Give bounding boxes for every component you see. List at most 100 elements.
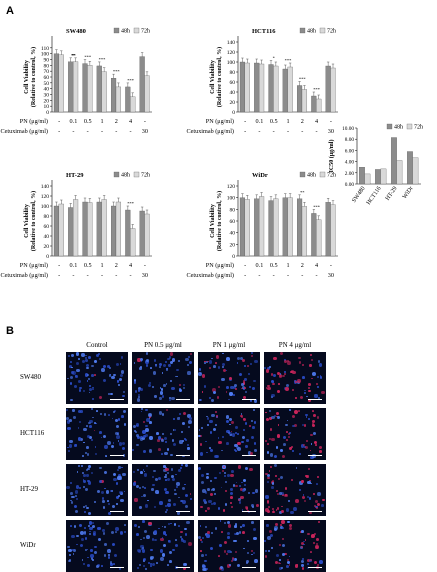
cell-nucleus (93, 429, 96, 432)
cell-nucleus (252, 409, 255, 411)
cell-nucleus (72, 409, 75, 412)
significance-mark: *** (299, 77, 307, 82)
cell-nucleus (85, 357, 87, 360)
cell-nucleus (82, 472, 85, 475)
cell-nucleus (246, 439, 249, 442)
cell-nucleus (145, 360, 149, 364)
cell-nucleus (84, 354, 87, 357)
cell-nucleus (241, 387, 243, 390)
cell-nucleus (171, 438, 175, 442)
scale-bar (110, 567, 124, 568)
scale-bar (242, 567, 256, 568)
cell-nucleus (265, 369, 270, 373)
cell-nucleus (94, 360, 97, 364)
cell-nucleus (121, 441, 126, 446)
cell-nucleus (86, 469, 89, 472)
bar-48h-3 (96, 65, 102, 113)
category-label-cetuximab: - (87, 272, 89, 279)
cell-nucleus (279, 352, 283, 356)
cell-nucleus (264, 550, 267, 553)
cell-nucleus (145, 427, 149, 432)
cell-nucleus (169, 361, 173, 365)
cell-nucleus (152, 371, 157, 375)
cell-nucleus (281, 538, 284, 541)
cell-nucleus (179, 440, 183, 444)
cell-nucleus (114, 531, 117, 534)
cell-nucleus (232, 484, 235, 487)
cell-nucleus (148, 415, 151, 418)
cell-nucleus (70, 501, 74, 504)
cell-nucleus (113, 374, 116, 377)
cell-nucleus (121, 415, 125, 418)
category-label-pn: 4 (315, 118, 318, 125)
cell-nucleus (185, 493, 189, 498)
cell-nucleus (269, 428, 273, 431)
cell-nucleus (315, 444, 317, 446)
cell-nucleus (200, 452, 204, 456)
cell-nucleus (136, 398, 141, 402)
microscopy-image (66, 464, 128, 516)
cell-nucleus (89, 388, 93, 392)
cell-nucleus (111, 504, 115, 508)
cell-nucleus (70, 398, 73, 402)
cell-nucleus (140, 435, 143, 439)
cell-nucleus (221, 377, 225, 381)
scale-bar (110, 455, 124, 456)
cell-nucleus (217, 437, 220, 439)
cell-nucleus (222, 352, 224, 355)
cell-nucleus (226, 532, 230, 536)
cell-nucleus (156, 431, 160, 435)
cell-nucleus (242, 380, 245, 383)
cell-nucleus (281, 520, 285, 524)
cell-nucleus (142, 450, 146, 454)
microscopy-image (66, 408, 128, 460)
bar-72h-1 (72, 199, 79, 257)
y-axis-label-units: (Relative to control, %) (30, 47, 37, 107)
cell-nucleus (267, 510, 270, 514)
cell-nucleus (151, 488, 154, 492)
cell-nucleus (215, 355, 220, 359)
cell-nucleus (242, 530, 246, 534)
cell-nucleus (267, 549, 270, 553)
cell-nucleus (105, 522, 110, 526)
cell-nucleus (268, 469, 271, 472)
cell-nucleus (100, 564, 103, 567)
cell-nucleus (83, 531, 87, 534)
bar-48h-6 (139, 56, 145, 113)
cell-nucleus (133, 381, 137, 385)
cell-nucleus (87, 377, 91, 381)
cell-nucleus (250, 452, 253, 456)
cell-nucleus (149, 421, 152, 425)
cell-nucleus (317, 360, 321, 364)
cell-nucleus (182, 412, 187, 416)
microscopy-column-label: PN 1 μg/ml (212, 341, 246, 349)
cell-nucleus (100, 479, 104, 484)
cell-nucleus (235, 481, 238, 484)
cell-nucleus (267, 505, 271, 509)
category-label-cetuximab: - (287, 272, 289, 279)
cell-nucleus (150, 367, 152, 369)
cell-nucleus (270, 373, 274, 376)
y-tick-label: 20 (230, 242, 236, 248)
cell-nucleus (250, 503, 254, 507)
cell-nucleus (74, 490, 79, 494)
cell-nucleus (183, 383, 186, 387)
cell-nucleus (204, 559, 207, 562)
cell-nucleus (224, 503, 227, 506)
cell-nucleus (184, 483, 187, 486)
cell-nucleus (79, 437, 84, 442)
chart-title: HT-29 (66, 172, 84, 179)
cell-nucleus (114, 431, 119, 435)
cell-nucleus (72, 416, 76, 420)
cell-nucleus (281, 509, 285, 513)
cell-nucleus (274, 526, 278, 530)
cell-nucleus (295, 499, 299, 504)
cell-nucleus (73, 496, 76, 499)
cell-nucleus (178, 525, 181, 528)
chart-title: SW480 (66, 28, 86, 35)
cell-nucleus (205, 567, 208, 571)
cell-nucleus (214, 476, 217, 479)
cell-nucleus (198, 467, 202, 471)
cell-nucleus (287, 521, 290, 524)
cell-nucleus (234, 431, 237, 434)
